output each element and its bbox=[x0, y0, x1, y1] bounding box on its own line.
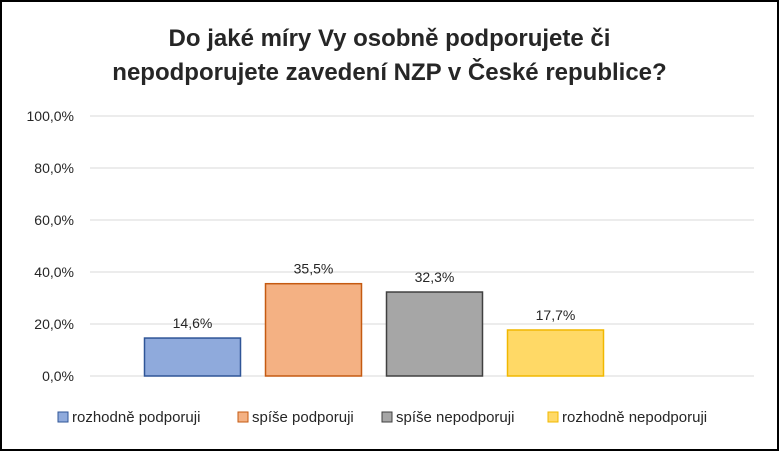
y-tick-label: 80,0% bbox=[34, 160, 74, 176]
chart-title-line1: Do jaké míry Vy osobně podporujete či bbox=[168, 25, 611, 52]
y-tick-label: 0,0% bbox=[42, 368, 74, 384]
y-tick-label: 100,0% bbox=[27, 108, 74, 124]
chart-title-line2: nepodporujete zavedení NZP v České repub… bbox=[112, 59, 667, 86]
legend-swatch-1 bbox=[57, 411, 69, 423]
y-tick-label: 20,0% bbox=[34, 316, 74, 332]
legend-swatch-4 bbox=[547, 411, 559, 423]
y-tick-label: 40,0% bbox=[34, 264, 74, 280]
legend-label-2: spíše podporuji bbox=[252, 409, 354, 426]
data-label-2: 35,5% bbox=[294, 261, 334, 277]
bar-2 bbox=[264, 282, 363, 377]
legend-swatch-3 bbox=[381, 411, 393, 423]
bar-1 bbox=[143, 337, 242, 377]
bar-3 bbox=[385, 291, 484, 377]
legend-label-4: rozhodně nepodporuji bbox=[562, 409, 707, 426]
legend-swatch-2 bbox=[237, 411, 249, 423]
y-tick-label: 60,0% bbox=[34, 212, 74, 228]
chart-title: Do jaké míry Vy osobně podporujete či ne… bbox=[2, 22, 777, 90]
legend-label-1: rozhodně podporuji bbox=[72, 409, 200, 426]
data-label-4: 17,7% bbox=[536, 307, 576, 323]
legend-label-3: spíše nepodporuji bbox=[396, 409, 514, 426]
bar-4 bbox=[506, 329, 605, 377]
data-label-3: 32,3% bbox=[415, 269, 455, 285]
data-label-1: 14,6% bbox=[173, 315, 213, 331]
